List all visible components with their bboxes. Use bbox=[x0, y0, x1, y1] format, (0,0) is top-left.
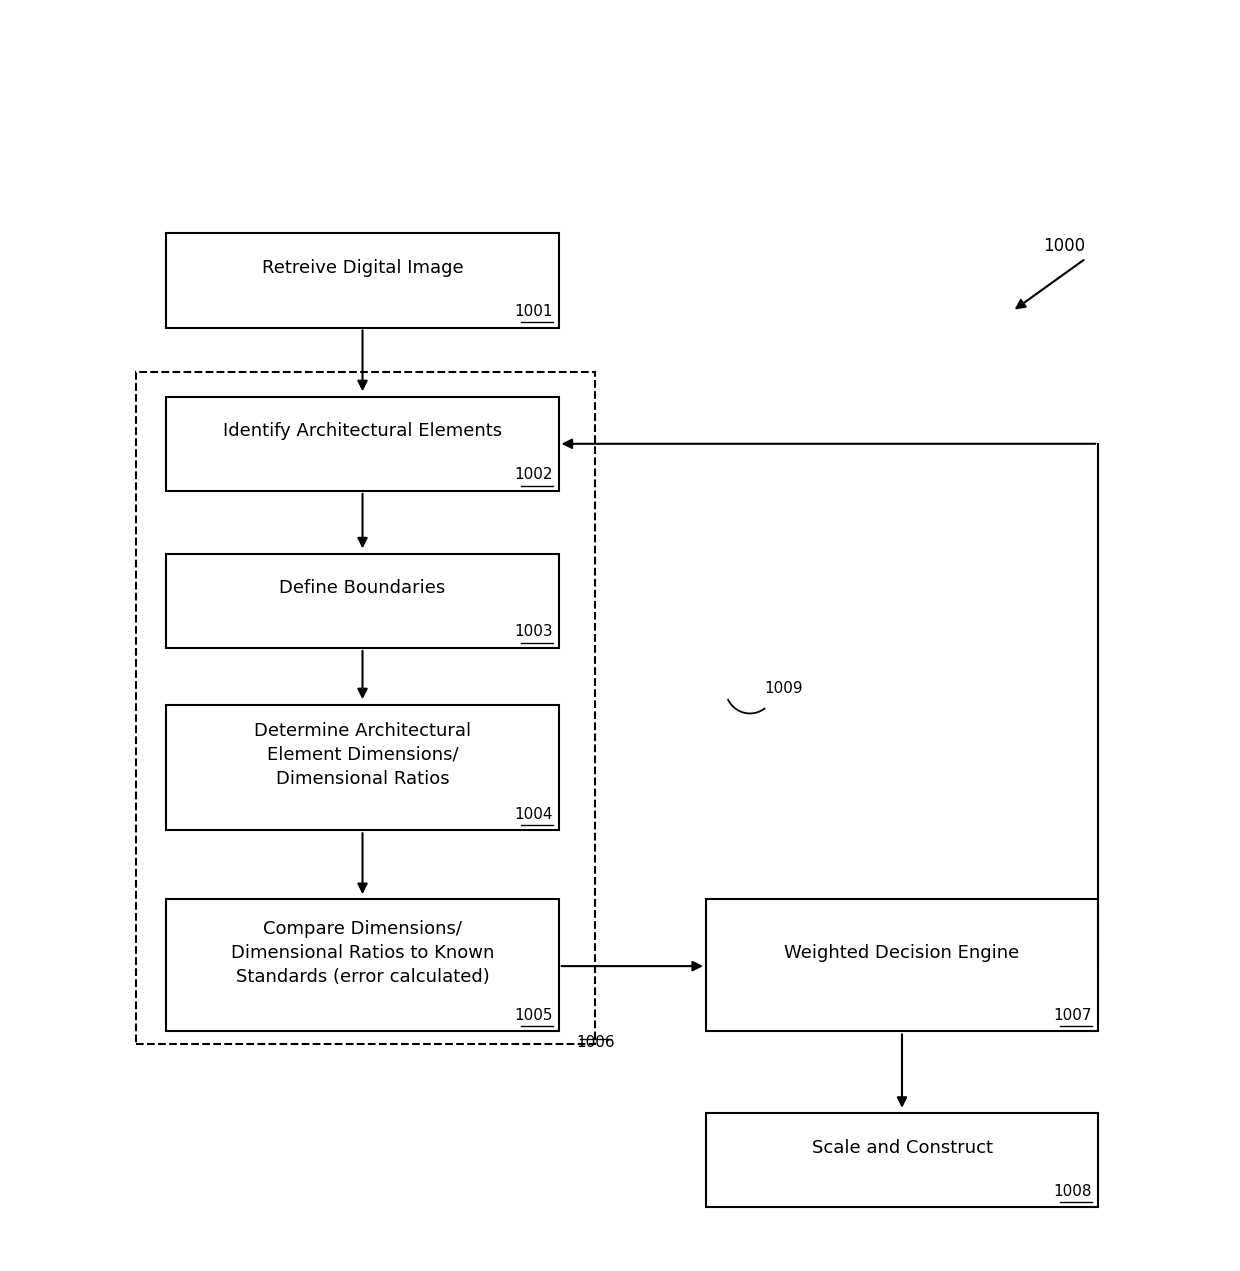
Text: 1003: 1003 bbox=[513, 624, 553, 639]
Text: Define Boundaries: Define Boundaries bbox=[279, 580, 445, 597]
Text: 1004: 1004 bbox=[515, 807, 553, 821]
Text: 1006: 1006 bbox=[577, 1036, 615, 1050]
Text: Compare Dimensions/
Dimensional Ratios to Known
Standards (error calculated): Compare Dimensions/ Dimensional Ratios t… bbox=[231, 920, 495, 985]
FancyBboxPatch shape bbox=[706, 1113, 1099, 1207]
Text: 1000: 1000 bbox=[1043, 236, 1085, 254]
Text: Scale and Construct: Scale and Construct bbox=[811, 1139, 992, 1157]
Text: 1005: 1005 bbox=[515, 1008, 553, 1023]
FancyBboxPatch shape bbox=[166, 233, 559, 328]
FancyBboxPatch shape bbox=[166, 704, 559, 830]
Text: 1002: 1002 bbox=[515, 468, 553, 482]
FancyBboxPatch shape bbox=[706, 900, 1099, 1032]
Text: 1001: 1001 bbox=[515, 304, 553, 319]
Text: 1009: 1009 bbox=[765, 681, 804, 695]
Text: 1008: 1008 bbox=[1054, 1183, 1092, 1199]
Text: Retreive Digital Image: Retreive Digital Image bbox=[262, 259, 464, 277]
Text: Identify Architectural Elements: Identify Architectural Elements bbox=[223, 422, 502, 440]
FancyBboxPatch shape bbox=[166, 554, 559, 648]
FancyBboxPatch shape bbox=[166, 900, 559, 1032]
Text: Weighted Decision Engine: Weighted Decision Engine bbox=[785, 944, 1019, 962]
FancyBboxPatch shape bbox=[166, 397, 559, 491]
Text: 1007: 1007 bbox=[1054, 1008, 1092, 1023]
Text: Determine Architectural
Element Dimensions/
Dimensional Ratios: Determine Architectural Element Dimensio… bbox=[254, 722, 471, 788]
